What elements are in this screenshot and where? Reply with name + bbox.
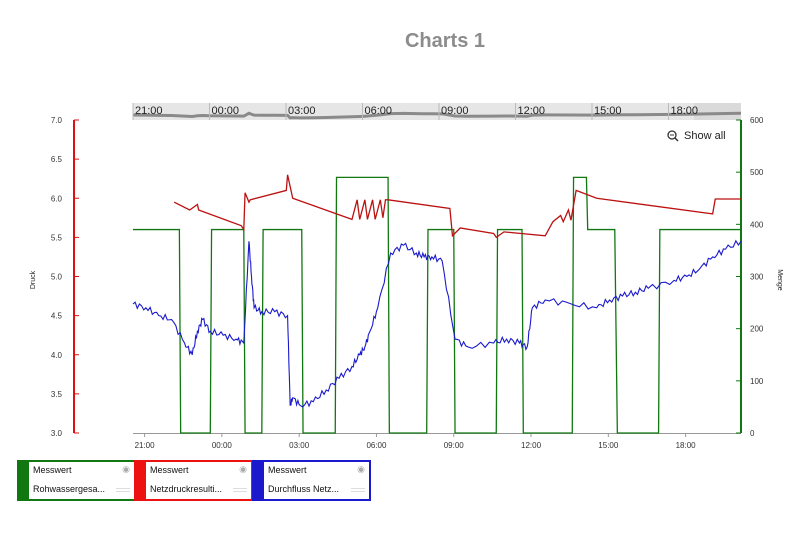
- navigator-tick-label: 12:00: [518, 105, 546, 117]
- green-flow-line[interactable]: [133, 176, 741, 434]
- y-tick-label: 6.0: [51, 194, 63, 203]
- legend-line-sample: [351, 488, 365, 489]
- y2-axis-title: Menge: [776, 269, 783, 291]
- navigator-tick-label: 06:00: [365, 105, 393, 117]
- navigator-tick-label: 00:00: [212, 105, 240, 117]
- y-tick-label: 4.0: [51, 351, 63, 360]
- legend-item-red[interactable]: Messwert ◉ Netzdruckresulti...: [134, 460, 253, 501]
- legend-item-blue[interactable]: Messwert ◉ Durchfluss Netz...: [252, 460, 371, 501]
- legend-label: Messwert: [33, 465, 72, 475]
- x-tick-label: 18:00: [676, 441, 697, 450]
- eye-icon[interactable]: ◉: [122, 464, 130, 474]
- navigator-tick-label: 15:00: [594, 105, 622, 117]
- blue-flow-line[interactable]: [132, 239, 742, 408]
- navigator-tick-label: 18:00: [671, 105, 699, 117]
- zoom-out-icon-handle: [674, 137, 679, 142]
- show-all-label[interactable]: Show all: [684, 130, 726, 142]
- x-tick-label: 06:00: [366, 441, 387, 450]
- y-axis-ticks: 3.0 3.5 4.0 4.5 5.0 5.5 6.0 6.5 7.0: [51, 116, 79, 438]
- y2-tick-label: 0: [750, 429, 755, 438]
- y-tick-label: 5.0: [51, 273, 63, 282]
- y-tick-label: 7.0: [51, 116, 63, 125]
- legend-swatch: [136, 462, 146, 499]
- legend-series-name: Rohwassergesa...: [33, 484, 106, 494]
- navigator-tick-label: 03:00: [288, 105, 316, 117]
- y-tick-label: 6.5: [51, 155, 63, 164]
- navigator-range-mask[interactable]: [694, 103, 741, 120]
- legend-item-green[interactable]: Messwert ◉ Rohwassergesa...: [17, 460, 136, 501]
- y2-tick-label: 200: [750, 325, 764, 334]
- x-tick-label: 09:00: [444, 441, 465, 450]
- show-all-button[interactable]: Show all: [667, 130, 726, 142]
- series-layer: [132, 174, 742, 434]
- legend-label: Messwert: [268, 465, 307, 475]
- navigator-tick-label: 09:00: [441, 105, 469, 117]
- navigator-ticks: 21:00 00:00 03:00 06:00 09:00 12:00 15:00 18:00: [132, 103, 699, 120]
- legend-line-sample: [233, 491, 247, 492]
- x-tick-label: 12:00: [521, 441, 542, 450]
- y2-tick-label: 600: [750, 116, 764, 125]
- legend-line-sample: [233, 488, 247, 489]
- y2-axis-ticks: 0 100 200 300 400 500 600: [736, 116, 764, 438]
- legend-swatch: [254, 462, 264, 499]
- y-tick-label: 4.5: [51, 312, 63, 321]
- y-tick-label: 3.0: [51, 429, 63, 438]
- legend-line-sample: [351, 491, 365, 492]
- y2-tick-label: 300: [750, 273, 764, 282]
- navigator-series: [132, 111, 742, 120]
- y2-tick-label: 400: [750, 220, 764, 229]
- red-pressure-line[interactable]: [173, 174, 741, 239]
- zoom-out-icon: [667, 130, 677, 140]
- x-tick-label: 00:00: [212, 441, 233, 450]
- y2-tick-label: 100: [750, 377, 764, 386]
- eye-icon[interactable]: ◉: [239, 464, 247, 474]
- y-axis-title: Druck: [30, 270, 37, 289]
- y-tick-label: 3.5: [51, 390, 63, 399]
- y2-tick-label: 500: [750, 168, 764, 177]
- legend-series-name: Durchfluss Netz...: [268, 484, 340, 494]
- legend-label: Messwert: [150, 465, 189, 475]
- x-tick-label: 15:00: [598, 441, 619, 450]
- eye-icon[interactable]: ◉: [357, 464, 365, 474]
- x-axis-ticks: 21:00 00:00 03:00 06:00 09:00 12:00 15:00 18:00: [135, 433, 697, 450]
- chart-title: Charts 1: [404, 30, 486, 52]
- y-tick-label: 5.5: [51, 233, 63, 242]
- legend-line-sample: [116, 491, 130, 492]
- navigator-tick-label: 21:00: [135, 105, 163, 117]
- x-tick-label: 21:00: [135, 441, 156, 450]
- navigator[interactable]: 21:00 00:00 03:00 06:00 09:00 12:00 15:00 18:00: [132, 103, 742, 120]
- legend-series-name: Netzdruckresulti...: [150, 484, 223, 494]
- legend-swatch: [19, 462, 29, 499]
- x-tick-label: 03:00: [289, 441, 310, 450]
- legend-line-sample: [116, 488, 130, 489]
